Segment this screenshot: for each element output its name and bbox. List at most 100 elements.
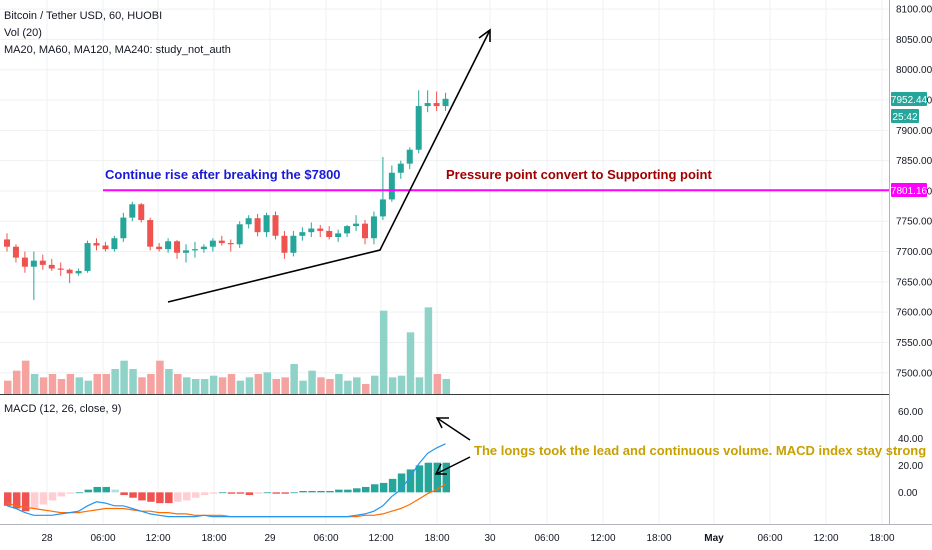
macd-histogram (4, 462, 451, 512)
volume-bar (415, 377, 424, 394)
volume-bar (326, 379, 334, 394)
candle-body (362, 223, 368, 239)
candle-body (308, 228, 315, 233)
candle-body (147, 220, 154, 247)
macd-pointer-arrow-upper[interactable] (436, 417, 471, 441)
breakout-annotation: Continue rise after breaking the $7800 (105, 167, 341, 182)
macd-histogram-bar (200, 492, 209, 496)
candle-body (129, 204, 136, 218)
volume-bar (254, 374, 263, 394)
macd-histogram-bar (344, 489, 352, 493)
candle-body (344, 226, 351, 234)
volume-bar (138, 377, 146, 394)
volume-bar (183, 377, 191, 394)
macd-histogram-bar (370, 484, 379, 493)
volume-bar (281, 377, 289, 394)
candle-body (57, 268, 64, 270)
macd-histogram-bar (290, 492, 298, 494)
macd-histogram-bar (111, 489, 119, 493)
macd-histogram-bar (415, 465, 424, 493)
macd-histogram-bar (4, 492, 12, 506)
candle-body (353, 223, 360, 227)
macd-histogram-bar (245, 492, 254, 496)
level-price-badge: 7801.16 (891, 183, 928, 197)
candle-body (120, 217, 127, 239)
candle-body (370, 216, 377, 239)
ma-indicator-label: MA20, MA60, MA120, MA240: study_not_auth (4, 44, 231, 56)
volume-bar (156, 360, 164, 394)
macd-histogram-bar (281, 492, 289, 494)
macd-histogram-bar (138, 492, 146, 501)
trend-arrow-line[interactable] (167, 29, 491, 303)
macd-histogram-bar (272, 492, 280, 494)
macd-histogram-bar (147, 492, 155, 502)
last-price-badge: 7952.44 (891, 92, 928, 106)
volume-bar (129, 369, 137, 394)
volume-bar (344, 380, 352, 394)
candle-body (102, 245, 109, 250)
volume-bar (236, 380, 245, 394)
candle-body (263, 215, 270, 233)
candle-body (21, 257, 28, 267)
volume-bar (4, 380, 12, 394)
time-axis-label: 06:00 (90, 533, 115, 544)
volume-bar (30, 374, 39, 394)
candle-body (227, 243, 234, 245)
candle-body (281, 235, 288, 253)
candle-body (317, 228, 324, 231)
candle-body (424, 103, 431, 107)
countdown-badge: 25:42 (891, 109, 919, 123)
macd-pointer-arrow-lower[interactable] (435, 456, 471, 475)
candle-body (66, 269, 73, 274)
macd-histogram-bar (84, 489, 93, 493)
macd-axis[interactable]: 60.00 40.00 20.00 0.00 (898, 407, 923, 499)
candle-body (442, 98, 449, 107)
macd-histogram-bar (388, 478, 397, 493)
pressure-annotation: Pressure point convert to Supporting poi… (446, 167, 712, 182)
time-axis-label: 12:00 (145, 533, 170, 544)
macd-histogram-bar (353, 488, 361, 493)
candle-body (183, 250, 189, 253)
macd-axis-label: 20.00 (898, 461, 923, 472)
volume-bar (57, 379, 66, 394)
macd-histogram-bar (254, 492, 263, 494)
volume-bar (174, 374, 182, 394)
macd-histogram-bar (362, 486, 370, 493)
time-axis-label: 12:00 (813, 533, 838, 544)
volume-bar (84, 380, 93, 394)
candle-body (272, 215, 279, 236)
time-axis-label: 06:00 (313, 533, 338, 544)
candle-body (191, 249, 198, 251)
candle-body (30, 260, 37, 267)
candle-body (111, 238, 118, 250)
volume-bars (4, 307, 451, 394)
candle-body (254, 218, 261, 233)
macd-histogram-bar (48, 492, 57, 501)
candle-body (12, 246, 19, 258)
time-axis-label: May (704, 533, 724, 544)
time-axis-label: 12:00 (368, 533, 393, 544)
candle-body (200, 246, 207, 250)
macd-histogram-bar (102, 486, 110, 493)
macd-histogram-bar (174, 492, 182, 502)
candle-body (379, 199, 386, 217)
candle-body (433, 103, 440, 107)
macd-histogram-bar (397, 473, 406, 493)
candle-body (209, 240, 216, 247)
time-axis-label: 12:00 (590, 533, 615, 544)
volume-bar (12, 370, 21, 394)
volume-bar (93, 374, 101, 394)
volume-bar (353, 377, 361, 394)
macd-histogram-bar (66, 492, 75, 494)
macd-histogram-bar (129, 492, 137, 498)
time-axis[interactable]: 28 06:00 12:00 18:00 29 06:00 12:00 18:00 30 06:0… (41, 533, 895, 544)
volume-bar (299, 380, 307, 394)
price-axis-label: 7650.00 (896, 277, 932, 288)
macd-annotation: The longs took the lead and continuous v… (474, 443, 926, 458)
volume-bar (388, 377, 397, 394)
volume-bar (442, 379, 451, 394)
volume-bar (227, 374, 236, 394)
macd-histogram-bar (218, 492, 227, 494)
macd-line (6, 443, 446, 518)
